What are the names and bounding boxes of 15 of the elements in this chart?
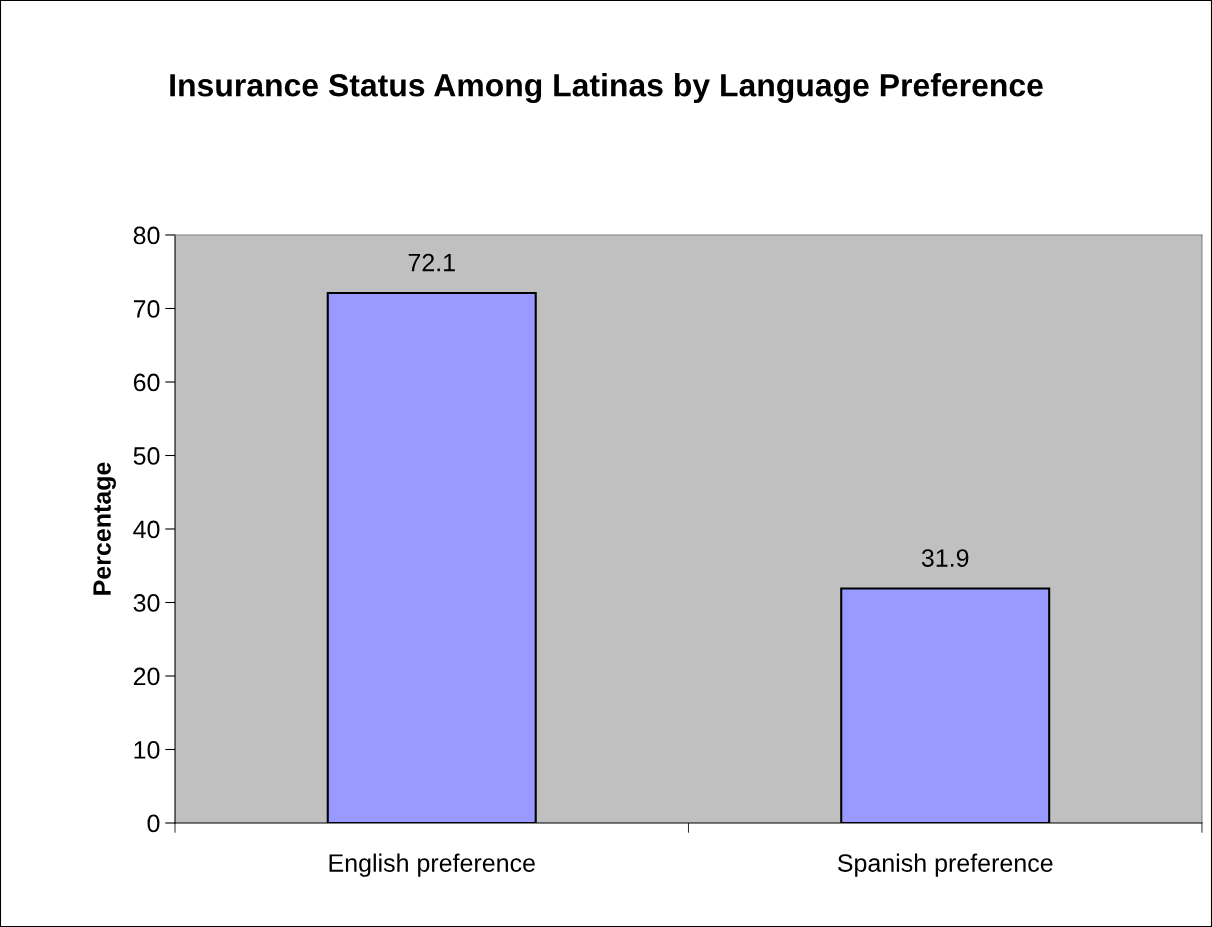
y-tick-label: 0 bbox=[147, 814, 160, 833]
y-tick-label: 30 bbox=[133, 594, 160, 612]
x-tick-label: Spanish preference bbox=[837, 853, 1053, 877]
y-tick-label: 50 bbox=[133, 447, 160, 465]
y-tick-label: 80 bbox=[133, 226, 160, 245]
y-tick-label: 20 bbox=[133, 667, 160, 686]
y-tick-label: 10 bbox=[134, 741, 160, 759]
data-label: 72.1 bbox=[408, 253, 455, 272]
x-tick-label: English preference bbox=[329, 853, 535, 877]
data-label: 31.9 bbox=[921, 549, 969, 567]
y-tick-label: 40 bbox=[133, 520, 160, 539]
y-axis-title: Percentage bbox=[93, 462, 116, 595]
chart-title: Insurance Status Among Latinas by Language Preference bbox=[170, 73, 1043, 104]
y-tick-label: 60 bbox=[133, 373, 160, 392]
y-tick-label: 70 bbox=[133, 300, 160, 318]
